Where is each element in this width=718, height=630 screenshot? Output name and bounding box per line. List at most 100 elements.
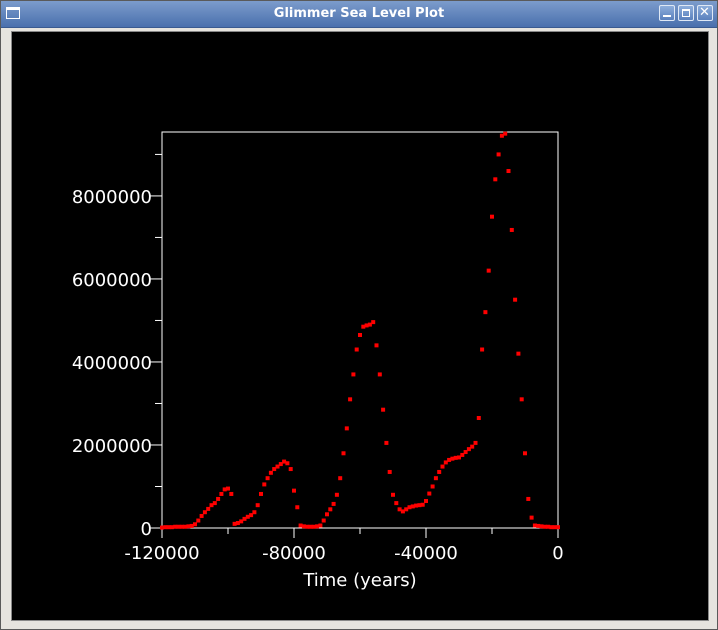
point	[526, 496, 531, 501]
point	[387, 469, 392, 474]
point	[163, 525, 168, 530]
point	[358, 332, 362, 337]
point	[239, 519, 244, 524]
point	[424, 499, 428, 504]
point	[513, 297, 518, 302]
point	[549, 525, 554, 530]
point	[496, 152, 501, 157]
point	[331, 501, 336, 506]
point	[259, 491, 263, 496]
point	[437, 469, 442, 474]
close-button[interactable]: ✕	[697, 5, 713, 21]
point	[480, 347, 485, 352]
point	[245, 514, 250, 519]
point	[202, 510, 207, 515]
minimize-button[interactable]	[659, 5, 675, 21]
point	[229, 491, 234, 496]
point	[275, 464, 280, 469]
point	[536, 523, 541, 528]
point	[305, 524, 310, 529]
point	[272, 467, 277, 472]
point	[318, 523, 323, 528]
point	[556, 525, 560, 530]
point	[193, 522, 197, 527]
point	[298, 523, 303, 528]
y-tick-label: 2000000	[72, 436, 152, 457]
point	[457, 455, 461, 460]
plot-area	[11, 31, 709, 621]
point	[186, 524, 191, 529]
point	[328, 507, 333, 512]
point	[410, 504, 415, 509]
point	[417, 503, 422, 508]
point	[173, 524, 178, 529]
point	[503, 131, 508, 136]
point	[176, 524, 181, 529]
point	[440, 464, 445, 469]
point	[414, 503, 419, 508]
point	[249, 513, 254, 518]
point	[529, 515, 534, 520]
point	[288, 467, 293, 472]
point	[351, 372, 356, 377]
point	[268, 470, 273, 475]
window-title: Glimmer Sea Level Plot	[273, 6, 445, 21]
point	[427, 491, 432, 496]
point	[265, 476, 270, 481]
point	[532, 523, 537, 528]
point	[196, 518, 201, 523]
point	[219, 491, 224, 496]
point	[341, 451, 346, 456]
point	[466, 447, 471, 452]
point	[490, 214, 494, 219]
x-tick-label: -40000	[394, 543, 458, 564]
point	[278, 462, 283, 467]
point	[348, 397, 353, 402]
point	[179, 524, 184, 529]
title-bar: Glimmer Sea Level Plot ✕	[1, 1, 717, 28]
x-tick-label: -120000	[124, 543, 199, 564]
point	[483, 310, 488, 315]
point	[255, 503, 260, 508]
point	[400, 509, 405, 514]
point	[295, 505, 300, 510]
point	[374, 343, 379, 348]
x-tick-label: -80000	[262, 543, 326, 564]
y-tick-label: 8000000	[72, 187, 152, 208]
point	[453, 455, 458, 460]
point	[212, 501, 217, 506]
point	[308, 524, 313, 529]
point	[334, 492, 339, 497]
point	[325, 512, 329, 517]
point	[199, 513, 204, 518]
point	[542, 524, 547, 529]
point	[470, 444, 475, 449]
point	[315, 524, 320, 529]
point	[486, 268, 491, 273]
point	[206, 506, 211, 511]
point	[354, 347, 359, 352]
point	[519, 397, 524, 402]
point	[364, 323, 369, 328]
point	[321, 518, 326, 523]
point	[384, 440, 389, 445]
point	[443, 460, 448, 465]
point	[397, 507, 402, 512]
point	[381, 407, 386, 412]
point	[169, 525, 174, 530]
point	[285, 461, 290, 466]
point	[235, 521, 240, 526]
point	[460, 452, 465, 457]
y-tick-label: 0	[141, 519, 152, 540]
point	[377, 372, 382, 377]
window-menu-button[interactable]	[6, 7, 20, 19]
point	[506, 169, 511, 174]
point	[523, 451, 527, 456]
point	[282, 459, 287, 464]
point	[209, 503, 214, 508]
maximize-button[interactable]	[678, 5, 694, 21]
point	[463, 450, 468, 455]
x-tick-label: 0	[552, 543, 563, 564]
